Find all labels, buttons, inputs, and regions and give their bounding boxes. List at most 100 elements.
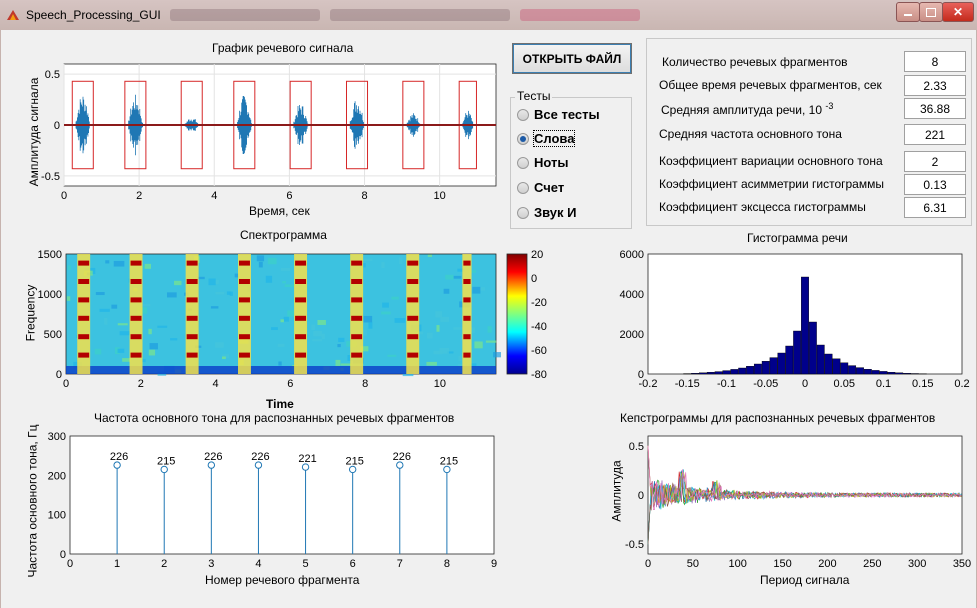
y-tick-label: 0 bbox=[56, 369, 62, 381]
spectrogram-cell bbox=[141, 358, 146, 363]
spectrogram-cell bbox=[280, 267, 291, 272]
histogram-bar bbox=[871, 370, 880, 375]
x-tick-label: 2 bbox=[138, 378, 144, 390]
x-tick-label: 0.1 bbox=[876, 378, 891, 390]
signal-xlabel: Время, сек bbox=[249, 204, 310, 218]
x-tick-label: -0.1 bbox=[717, 378, 736, 390]
formant-band bbox=[407, 352, 419, 358]
formant-band bbox=[295, 334, 307, 340]
formant-band bbox=[295, 352, 307, 358]
histogram-bar bbox=[706, 372, 715, 375]
formant-band bbox=[407, 260, 419, 266]
radio-selected-icon bbox=[517, 132, 529, 145]
y-tick-label: 4000 bbox=[620, 289, 644, 301]
pitch-marker bbox=[254, 461, 263, 469]
pitch-xlabel: Номер речевого фрагмента bbox=[205, 573, 360, 587]
spectrogram-cell bbox=[284, 284, 295, 288]
spectrogram-cell bbox=[427, 254, 432, 257]
formant-band bbox=[186, 334, 198, 340]
spectrogram-cell bbox=[361, 263, 366, 268]
maximize-button[interactable] bbox=[919, 2, 943, 22]
y-tick-label: 0 bbox=[638, 490, 644, 502]
pitch-marker bbox=[113, 461, 121, 469]
x-tick-label: 8 bbox=[362, 378, 368, 390]
stat-superscript: -3 bbox=[825, 101, 834, 111]
pitch-value-label: 215 bbox=[157, 455, 175, 467]
histogram-bar bbox=[769, 357, 778, 375]
spectrogram-cell bbox=[361, 329, 368, 336]
formant-band bbox=[78, 352, 90, 358]
y-tick-label: 2000 bbox=[620, 329, 644, 341]
spectrogram-cell bbox=[222, 356, 226, 360]
radio-words[interactable]: Слова bbox=[517, 130, 576, 147]
spectrogram-cell bbox=[457, 268, 466, 272]
x-tick-label: 1 bbox=[114, 558, 120, 570]
formant-band bbox=[239, 279, 250, 284]
y-tick-label: 1500 bbox=[38, 249, 62, 261]
formant-band bbox=[351, 279, 363, 284]
y-tick-label: 100 bbox=[48, 510, 66, 522]
spectrogram-cell bbox=[468, 363, 477, 367]
histogram-bar bbox=[699, 372, 707, 375]
y-tick-label: 0.5 bbox=[45, 69, 60, 81]
histogram-bar bbox=[808, 321, 817, 375]
spectrogram-cell bbox=[210, 306, 219, 309]
spectrogram-cell bbox=[487, 326, 492, 333]
formant-band bbox=[351, 297, 363, 303]
formant-band bbox=[463, 315, 471, 321]
spectrogram-cell bbox=[287, 310, 295, 317]
spectrogram-cell bbox=[174, 280, 182, 286]
histogram-bar bbox=[816, 344, 825, 375]
spectrogram-cell bbox=[468, 270, 477, 273]
spectrogram-cell bbox=[394, 318, 406, 323]
spectrogram-cell bbox=[117, 323, 128, 326]
x-tick-label: 50 bbox=[687, 558, 699, 570]
radio-sound-i[interactable]: Звук И bbox=[517, 205, 577, 220]
radio-icon bbox=[517, 108, 529, 121]
pitch-value-label: 221 bbox=[298, 453, 316, 465]
histogram-bar bbox=[895, 372, 904, 375]
x-tick-label: 0 bbox=[645, 558, 651, 570]
formant-band bbox=[78, 260, 90, 266]
formant-band bbox=[407, 315, 419, 321]
radio-notes[interactable]: Ноты bbox=[517, 155, 568, 170]
pitch-marker bbox=[396, 461, 404, 469]
spectrogram-cell bbox=[265, 275, 273, 283]
spectrogram-cell bbox=[113, 260, 125, 267]
spectrogram-cell bbox=[267, 257, 277, 265]
spectrogram-cell bbox=[435, 311, 443, 318]
x-tick-label: 2 bbox=[161, 558, 167, 570]
histogram-bar bbox=[793, 330, 802, 375]
spectrogram-cell bbox=[387, 354, 397, 357]
spectrogram-cell bbox=[453, 275, 462, 279]
x-tick-label: 0.2 bbox=[954, 378, 969, 390]
pitch-marker bbox=[301, 463, 310, 471]
formant-band bbox=[407, 297, 419, 303]
formant-band bbox=[78, 315, 90, 321]
formant-band bbox=[463, 260, 471, 266]
stat-label: Коэффициент вариации основного тона bbox=[659, 154, 883, 168]
spectrogram-cell bbox=[215, 292, 225, 295]
spectrogram-cell bbox=[381, 262, 385, 268]
formant-band bbox=[130, 352, 142, 358]
spectrogram-cell bbox=[398, 257, 403, 265]
y-tick-label: 0 bbox=[638, 369, 644, 381]
blurred-region bbox=[330, 9, 510, 21]
spectrogram-cell bbox=[311, 324, 316, 331]
open-file-button[interactable]: ОТКРЫТЬ ФАЙЛ bbox=[512, 43, 632, 74]
formant-band bbox=[351, 260, 363, 266]
spectrogram-cell bbox=[427, 332, 433, 339]
x-tick-label: 0 bbox=[61, 190, 67, 202]
radio-all-tests[interactable]: Все тесты bbox=[517, 107, 600, 122]
formant-band bbox=[78, 334, 90, 340]
spectrogram-cell bbox=[280, 319, 284, 323]
formant-band bbox=[239, 297, 250, 303]
radio-count[interactable]: Счет bbox=[517, 180, 564, 195]
formant-band bbox=[295, 279, 307, 284]
formant-band bbox=[130, 297, 142, 303]
x-tick-label: 8 bbox=[361, 190, 367, 202]
close-button[interactable]: ✕ bbox=[942, 2, 974, 22]
histogram-bar bbox=[761, 361, 770, 375]
spectrogram-cell bbox=[197, 276, 205, 280]
